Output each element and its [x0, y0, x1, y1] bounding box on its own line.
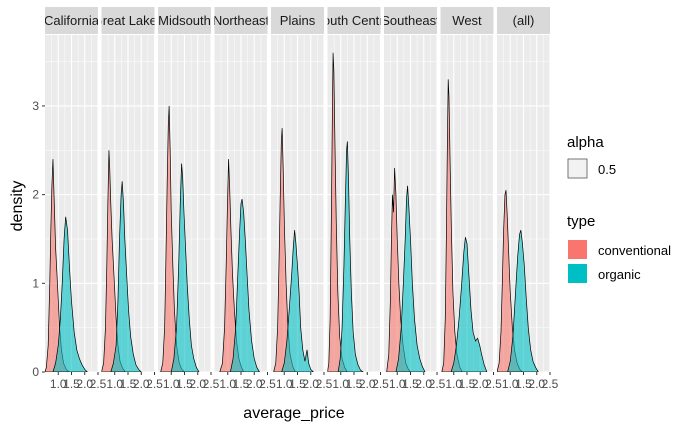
x-tick-label: 2.0	[302, 377, 319, 391]
organic-density	[281, 230, 314, 372]
x-tick-label: 1.5	[459, 377, 476, 391]
y-axis: 0 1 2 3	[32, 99, 45, 379]
y-tick-label: 1	[32, 276, 39, 290]
organic-density	[110, 181, 142, 372]
facet-panel: Midsouth 1.01.52.02.5	[158, 7, 220, 391]
x-tick-label: 1.0	[106, 377, 123, 391]
legend-key-alpha	[567, 158, 588, 179]
x-tick-label: 2.5	[485, 377, 502, 391]
facet-strip	[327, 7, 381, 34]
facet-strip-label: California	[44, 13, 100, 28]
facet-strip	[497, 7, 550, 34]
legend-key-conventional	[568, 240, 587, 259]
x-tick-label: 2.0	[472, 377, 489, 391]
facet-panel: Southeast 1.01.52.02.5	[381, 7, 446, 391]
legend-key-organic	[568, 264, 587, 283]
x-tick-label: 2.5	[146, 377, 163, 391]
x-tick-label: 1.0	[445, 377, 462, 391]
x-tick-label: 1.5	[233, 377, 250, 391]
x-tick-label: 1.5	[402, 377, 419, 391]
x-tick-label: 1.0	[50, 377, 67, 391]
y-tick-label: 2	[32, 188, 39, 202]
facet-strip-label: South Central	[314, 13, 394, 28]
x-tick-label: 2.0	[189, 377, 206, 391]
legend-label-organic: organic	[598, 267, 641, 282]
organic-density	[52, 216, 88, 372]
facet-strip	[214, 7, 268, 34]
facet-strip-label: Plains	[280, 13, 316, 28]
organic-density	[507, 230, 539, 372]
x-tick-label: 2.0	[415, 377, 432, 391]
facet-panel: California 1.01.52.02.5	[44, 7, 107, 391]
y-tick-label: 3	[32, 99, 39, 113]
facet-strip-label: Northeast	[213, 13, 270, 28]
facet-strip	[101, 7, 155, 34]
facet-strip-label: Great Lakes	[93, 13, 164, 28]
facet-strip-label: Midsouth	[158, 13, 211, 28]
x-tick-label: 1.5	[346, 377, 363, 391]
x-tick-label: 2.5	[429, 377, 446, 391]
facet-strip-label: Southeast	[381, 13, 440, 28]
organic-density	[337, 141, 364, 372]
x-tick-label: 2.5	[90, 377, 107, 391]
x-tick-label: 1.0	[276, 377, 293, 391]
x-tick-label: 2.5	[259, 377, 276, 391]
x-tick-label: 1.0	[502, 377, 519, 391]
x-tick-label: 1.0	[389, 377, 406, 391]
facet-strip	[158, 7, 211, 34]
facet-panel: (all) 1.01.52.02.5	[497, 7, 559, 391]
x-tick-label: 1.0	[219, 377, 236, 391]
x-tick-label: 2.0	[133, 377, 150, 391]
x-tick-label: 1.5	[63, 377, 80, 391]
organic-density	[170, 163, 200, 372]
x-tick-label: 2.0	[246, 377, 263, 391]
x-tick-label: 2.5	[542, 377, 559, 391]
facet-strip-label: West	[452, 13, 482, 28]
facet-strip-label: (all)	[513, 13, 535, 28]
y-tick-label: 0	[32, 365, 39, 379]
facet-strip	[271, 7, 324, 34]
facet-strip	[45, 7, 98, 34]
legend-title-type: type	[567, 213, 595, 230]
x-tick-label: 2.0	[528, 377, 545, 391]
x-tick-label: 1.0	[332, 377, 349, 391]
x-tick-label: 2.0	[359, 377, 376, 391]
facet-panel: West 1.01.52.02.5	[440, 7, 502, 391]
facet-panel: Plains 1.01.52.02.5	[271, 7, 333, 391]
x-tick-label: 2.5	[372, 377, 389, 391]
facet-panel: Northeast 1.01.52.02.5	[213, 7, 276, 391]
legend-label-conventional: conventional	[598, 243, 671, 258]
organic-density	[230, 198, 260, 372]
y-axis-title: density	[9, 181, 26, 232]
x-tick-label: 2.5	[203, 377, 220, 391]
x-tick-label: 2.0	[76, 377, 93, 391]
organic-density	[450, 237, 488, 372]
legend-label-alpha: 0.5	[598, 162, 616, 177]
facet-strip	[440, 7, 494, 34]
x-tick-label: 1.5	[515, 377, 532, 391]
legend-title-alpha: alpha	[567, 134, 604, 151]
x-axis-title: average_price	[243, 405, 345, 422]
x-tick-label: 1.5	[176, 377, 193, 391]
x-tick-label: 1.5	[120, 377, 137, 391]
x-tick-label: 1.5	[289, 377, 306, 391]
x-tick-label: 1.0	[163, 377, 180, 391]
x-tick-label: 2.5	[316, 377, 333, 391]
facet-strip	[384, 7, 437, 34]
organic-density	[395, 185, 426, 372]
